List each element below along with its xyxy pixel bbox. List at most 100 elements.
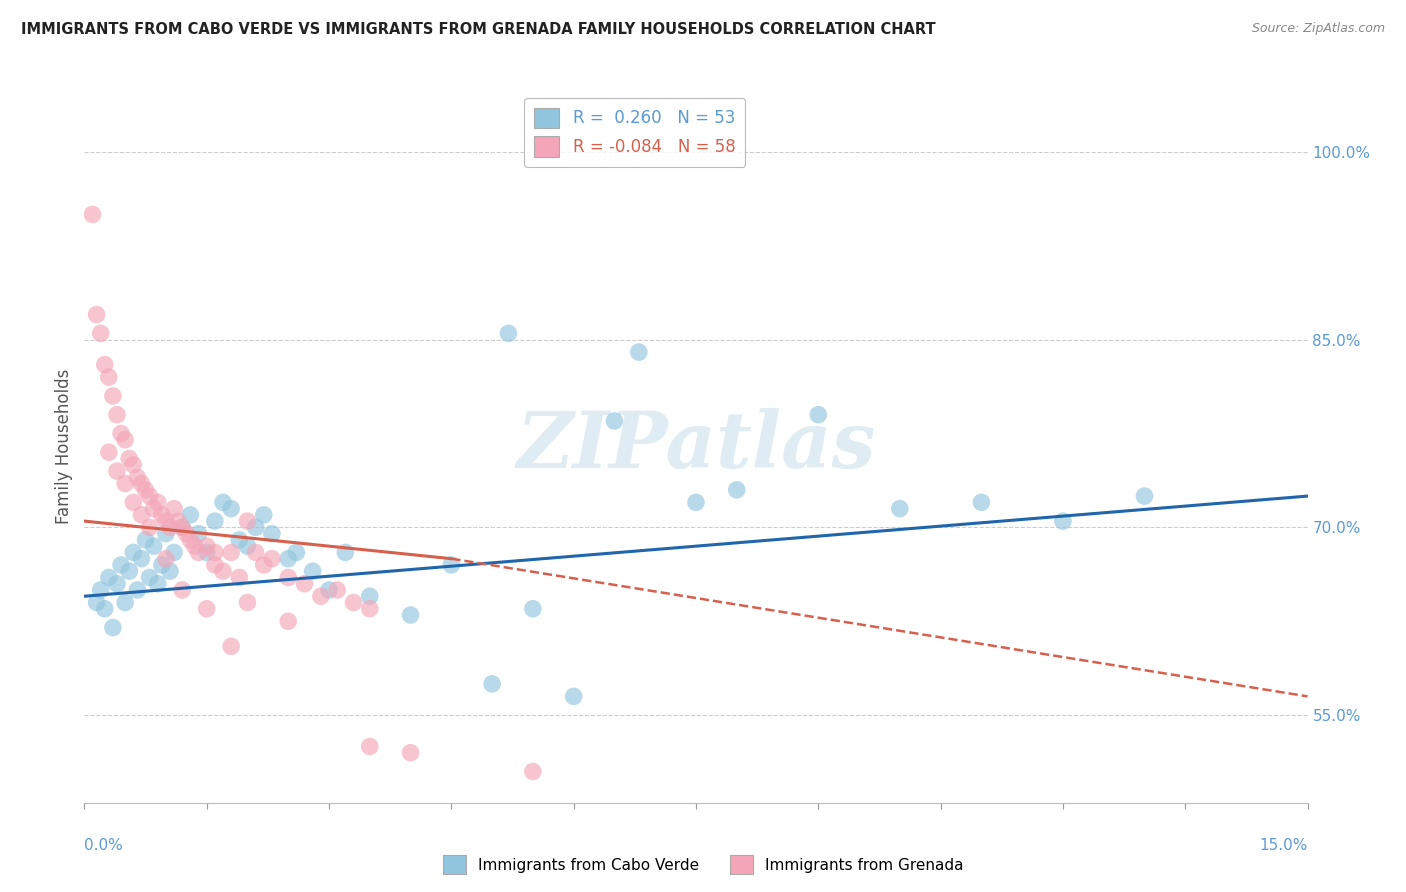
Point <box>212 564 235 578</box>
Point <box>309 589 332 603</box>
Point <box>481 677 503 691</box>
Point <box>183 539 205 553</box>
Point <box>562 690 585 704</box>
Point <box>195 539 218 553</box>
Point <box>253 508 276 522</box>
Point <box>146 576 169 591</box>
Point <box>110 426 132 441</box>
Point <box>90 326 112 341</box>
Point <box>277 551 299 566</box>
Point <box>172 520 194 534</box>
Point <box>131 476 153 491</box>
Text: 15.0%: 15.0% <box>1260 838 1308 853</box>
Point <box>326 582 349 597</box>
Point <box>277 570 299 584</box>
Point <box>179 508 201 522</box>
Point <box>342 595 364 609</box>
Point <box>86 308 108 322</box>
Point <box>167 514 190 528</box>
Text: ZIPatlas: ZIPatlas <box>516 408 876 484</box>
Point <box>138 570 160 584</box>
Point <box>219 545 242 559</box>
Point <box>127 470 149 484</box>
Point <box>122 545 145 559</box>
Point <box>97 370 120 384</box>
Point <box>204 514 226 528</box>
Point <box>359 601 381 615</box>
Point <box>285 545 308 559</box>
Point <box>163 501 186 516</box>
Point <box>150 558 173 572</box>
Point <box>174 526 197 541</box>
Point <box>187 526 209 541</box>
Point <box>172 582 194 597</box>
Point <box>82 207 104 221</box>
Point <box>179 533 201 547</box>
Point <box>522 764 544 779</box>
Point <box>399 746 422 760</box>
Point <box>105 408 128 422</box>
Point <box>138 489 160 503</box>
Point <box>236 514 259 528</box>
Point <box>228 533 250 547</box>
Point <box>93 358 115 372</box>
Point <box>142 501 165 516</box>
Point <box>159 564 181 578</box>
Point <box>101 389 124 403</box>
Point <box>195 545 218 559</box>
Point <box>294 576 316 591</box>
Point <box>253 558 276 572</box>
Point <box>114 595 136 609</box>
Point <box>118 564 141 578</box>
Legend: R =  0.260   N = 53, R = -0.084   N = 58: R = 0.260 N = 53, R = -0.084 N = 58 <box>524 97 745 167</box>
Point <box>889 501 911 516</box>
Point <box>114 476 136 491</box>
Point <box>219 501 242 516</box>
Point <box>498 326 520 341</box>
Point <box>204 558 226 572</box>
Point <box>1133 489 1156 503</box>
Point <box>155 514 177 528</box>
Point <box>627 345 650 359</box>
Point <box>277 614 299 628</box>
Point <box>970 495 993 509</box>
Point <box>318 582 340 597</box>
Point <box>1052 514 1074 528</box>
Point <box>110 558 132 572</box>
Point <box>131 551 153 566</box>
Point <box>127 582 149 597</box>
Point <box>97 445 120 459</box>
Point <box>187 545 209 559</box>
Text: IMMIGRANTS FROM CABO VERDE VS IMMIGRANTS FROM GRENADA FAMILY HOUSEHOLDS CORRELAT: IMMIGRANTS FROM CABO VERDE VS IMMIGRANTS… <box>21 22 936 37</box>
Point <box>359 739 381 754</box>
Point <box>522 601 544 615</box>
Point <box>135 533 157 547</box>
Point <box>90 582 112 597</box>
Point <box>135 483 157 497</box>
Legend: Immigrants from Cabo Verde, Immigrants from Grenada: Immigrants from Cabo Verde, Immigrants f… <box>437 849 969 880</box>
Point <box>260 551 283 566</box>
Point <box>245 545 267 559</box>
Point <box>228 570 250 584</box>
Point <box>159 520 181 534</box>
Point <box>97 570 120 584</box>
Point <box>236 595 259 609</box>
Point <box>163 545 186 559</box>
Point <box>86 595 108 609</box>
Point <box>122 458 145 472</box>
Point <box>301 564 323 578</box>
Point <box>105 576 128 591</box>
Point <box>195 601 218 615</box>
Point <box>105 464 128 478</box>
Point <box>260 526 283 541</box>
Point <box>236 539 259 553</box>
Point <box>204 545 226 559</box>
Point <box>440 558 463 572</box>
Point <box>155 526 177 541</box>
Point <box>155 551 177 566</box>
Point <box>93 601 115 615</box>
Point <box>335 545 357 559</box>
Y-axis label: Family Households: Family Households <box>55 368 73 524</box>
Point <box>118 451 141 466</box>
Text: 0.0%: 0.0% <box>84 838 124 853</box>
